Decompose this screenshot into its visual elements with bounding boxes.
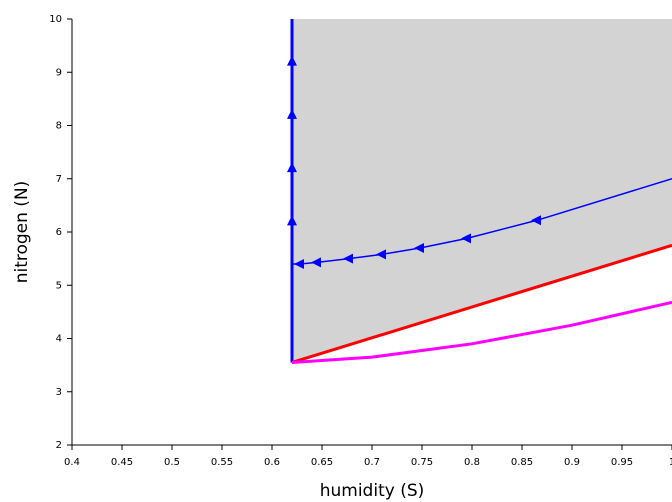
- y-tick-label: 8: [56, 121, 62, 132]
- arrow-marker: [376, 249, 386, 260]
- x-tick-label: 0.85: [511, 457, 533, 468]
- y-tick-label: 2: [56, 440, 62, 451]
- x-tick-label: 0.5: [164, 457, 180, 468]
- arrow-marker: [287, 162, 297, 173]
- y-tick-label: 7: [56, 174, 62, 185]
- y-tick-label: 5: [56, 280, 62, 291]
- feasible-region: [292, 19, 672, 363]
- x-tick-label: 0.7: [364, 457, 380, 468]
- arrow-marker: [294, 258, 304, 269]
- y-tick-label: 4: [56, 334, 62, 345]
- arrow-marker: [343, 253, 353, 264]
- y-tick-label: 9: [56, 67, 62, 78]
- y-tick-label: 3: [56, 387, 62, 398]
- arrow-marker: [461, 233, 471, 244]
- x-tick-label: 0.45: [111, 457, 133, 468]
- x-tick-label: 0.95: [611, 457, 633, 468]
- arrow-marker: [311, 257, 321, 268]
- x-tick-label: 0.8: [464, 457, 480, 468]
- y-tick-label: 6: [56, 227, 62, 238]
- plot-area: [287, 19, 672, 364]
- trajectory: [291, 300, 672, 364]
- x-axis-label: humidity (S): [320, 481, 425, 501]
- arrow-marker: [531, 215, 541, 226]
- x-tick-label: 1: [669, 457, 672, 468]
- x-tick-label: 0.6: [264, 457, 280, 468]
- x-tick-label: 0.55: [211, 457, 233, 468]
- x-tick-label: 0.9: [564, 457, 580, 468]
- y-tick-label: 10: [49, 14, 62, 25]
- arrow-marker: [287, 215, 297, 226]
- x-tick-label: 0.65: [311, 457, 333, 468]
- x-tick-label: 0.4: [64, 457, 80, 468]
- x-tick-label: 0.75: [411, 457, 433, 468]
- arrow-marker: [287, 55, 297, 66]
- y-axis-label: nitrogen (N): [12, 181, 32, 284]
- arrow-marker: [287, 108, 297, 119]
- trajectory: [291, 243, 672, 364]
- arrow-marker: [414, 242, 424, 253]
